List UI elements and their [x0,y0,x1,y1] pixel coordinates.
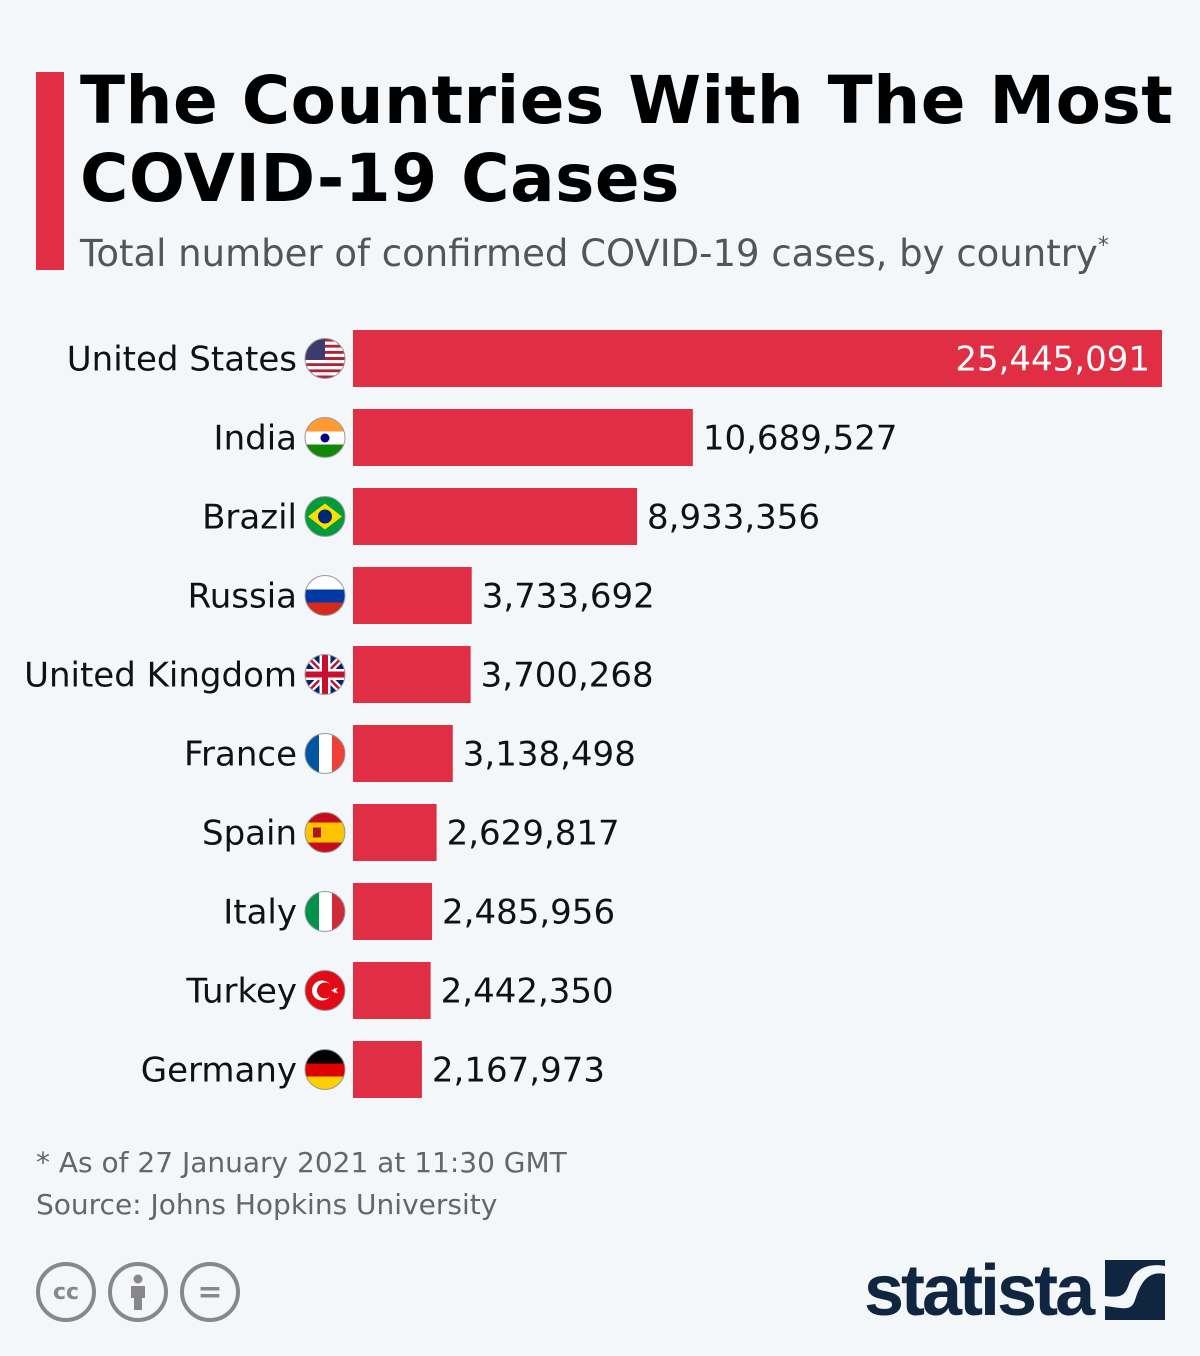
category-label: Italy [223,893,297,933]
bar [353,725,453,782]
bar [353,646,471,703]
category-label: France [184,735,297,775]
category-label: Brazil [202,498,297,538]
flag-outline [304,575,346,616]
value-label: 2,629,817 [447,814,620,854]
bar [353,1041,422,1098]
spain-flag-icon [305,812,345,853]
no-derivatives-icon: = [180,1262,240,1322]
uk-flag-icon [305,654,345,695]
cc-icon: cc [36,1262,96,1322]
russia-flag-icon [305,575,345,616]
bar [353,488,638,545]
flag-outline [304,417,346,458]
bar [353,962,431,1019]
category-label: Germany [141,1051,297,1091]
category-label: India [214,419,297,459]
france-flag-icon [305,733,345,774]
value-label: 8,933,356 [647,498,820,538]
subtitle-text: Total number of confirmed COVID-19 cases… [80,232,1098,275]
title-accent-bar [36,72,64,270]
value-label: 2,442,350 [441,972,614,1012]
category-label: Spain [202,814,297,854]
flag-outline [304,338,346,379]
category-label: Russia [188,577,297,617]
value-label: 10,689,527 [703,419,898,459]
chart-subtitle: Total number of confirmed COVID-19 cases… [80,232,1109,275]
category-label: United Kingdom [24,656,297,696]
value-label: 2,167,973 [432,1051,605,1091]
chart-title: The Countries With The Most COVID-19 Cas… [80,62,1174,217]
flag-outline [304,1049,346,1090]
bar-chart: United States 25,445,091 India 10,689,527 Br… [24,330,1162,1098]
flag-outline [304,733,346,774]
us-flag-icon [305,338,345,379]
value-label: 3,733,692 [482,577,655,617]
flag-outline [304,970,346,1011]
bar [353,567,472,624]
india-flag-icon [305,417,345,458]
germany-flag-icon [305,1049,345,1090]
bar [353,330,1162,387]
statista-logo-mark-icon [1105,1260,1165,1320]
turkey-flag-icon [305,970,345,1011]
italy-flag-icon [305,891,345,932]
flag-outline [304,891,346,932]
bar [353,883,433,940]
statista-logo: statista [864,1251,1095,1331]
category-label: Turkey [185,972,297,1012]
source: Source: Johns Hopkins University [36,1188,498,1221]
value-label: 3,138,498 [463,735,636,775]
attribution-icon [108,1262,168,1322]
value-label: 25,445,091 [955,340,1150,380]
value-label: 2,485,956 [442,893,615,933]
flag-outline [304,654,346,695]
flag-outline [304,812,346,853]
subtitle-asterisk: * [1097,233,1109,259]
flag-outline [304,496,346,537]
category-label: United States [67,340,297,380]
brazil-flag-icon [305,496,345,537]
bar [353,804,437,861]
bar [353,409,693,466]
value-label: 3,700,268 [481,656,654,696]
footnote: * As of 27 January 2021 at 11:30 GMT [36,1146,567,1179]
